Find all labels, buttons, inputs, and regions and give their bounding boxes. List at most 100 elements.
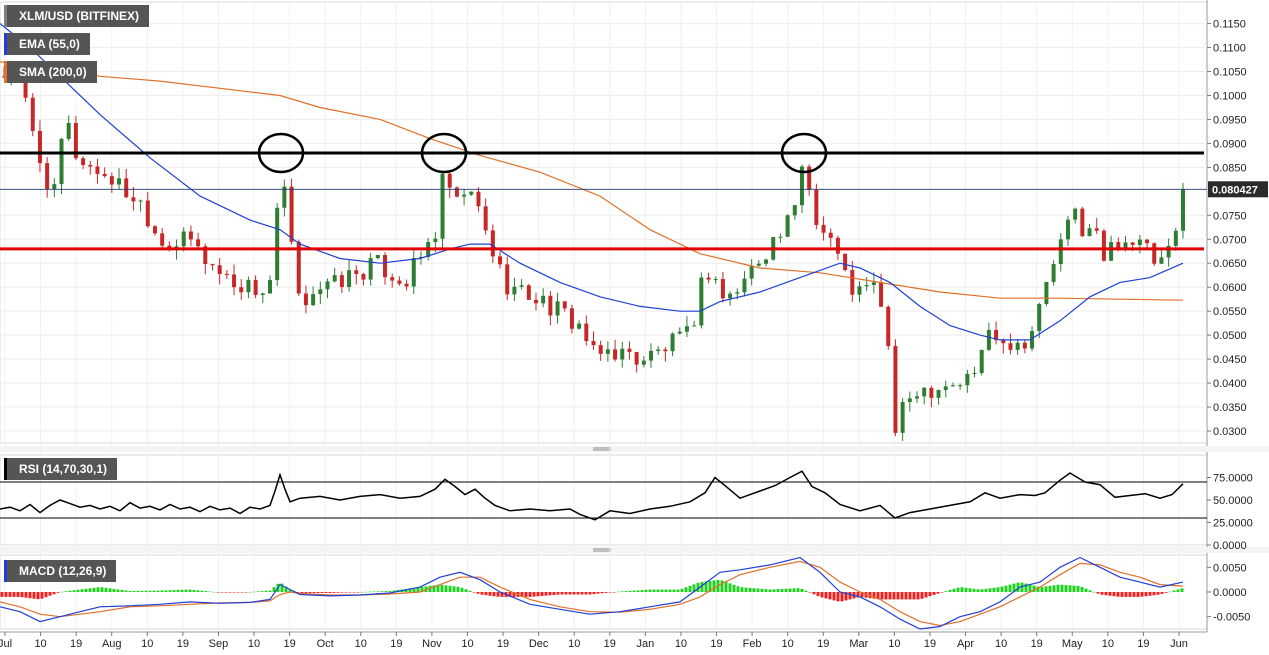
rsi-legend: RSI (14,70,30,1) — [4, 458, 118, 480]
macd-bar — [216, 592, 220, 593]
macd-histogram — [0, 579, 1184, 602]
macd-bar — [1064, 585, 1068, 592]
macd-bar — [4, 592, 8, 597]
macd-bar — [696, 582, 700, 592]
x-tick-label: 10 — [141, 638, 153, 650]
macd-bar — [528, 592, 532, 597]
candle-body — [318, 289, 323, 295]
price-pane — [0, 1, 1208, 444]
candle-body — [1159, 257, 1164, 264]
candle-body — [512, 286, 517, 295]
y-tick-label: 0.0500 — [1213, 330, 1247, 342]
macd-bar — [128, 591, 132, 592]
macd-bar — [772, 589, 776, 592]
candle-body — [677, 331, 682, 334]
candle-body — [1145, 239, 1150, 244]
candle-body — [720, 279, 725, 299]
macd-bar — [848, 592, 852, 600]
macd-bar — [1068, 585, 1072, 592]
candle-body — [490, 230, 495, 257]
macd-bar — [980, 589, 984, 592]
macd-bar — [888, 592, 892, 600]
macd-bar — [472, 592, 476, 593]
sma-legend: SMA (200,0) — [4, 61, 97, 83]
macd-legend: MACD (12,26,9) — [4, 560, 117, 582]
x-tick-label: 19 — [604, 638, 616, 650]
x-tick-label: 19 — [817, 638, 829, 650]
macd-bar — [532, 592, 536, 597]
candle-body — [526, 285, 531, 300]
macd-bar — [856, 592, 860, 598]
macd-bar — [344, 592, 348, 593]
macd-bar — [1028, 584, 1032, 592]
rsi-tick-label: 75.0000 — [1213, 473, 1253, 485]
candle-body — [1166, 245, 1171, 258]
candle-body — [742, 278, 747, 293]
candle-body — [670, 333, 675, 352]
macd-bar — [452, 586, 456, 592]
macd-bar — [768, 589, 772, 592]
x-tick-label: Sep — [209, 638, 229, 650]
candle-body — [246, 279, 251, 293]
candle-body — [45, 163, 50, 190]
macd-bar — [700, 581, 704, 592]
macd-bar — [184, 589, 188, 592]
macd-bar — [956, 587, 960, 592]
macd-bar — [752, 588, 756, 592]
macd-bar — [320, 592, 324, 593]
macd-bar — [568, 592, 572, 595]
candle-body — [943, 386, 948, 391]
macd-bar — [808, 592, 812, 593]
macd-bar — [104, 587, 108, 592]
macd-bar — [508, 592, 512, 597]
current-price-tag — [1208, 181, 1268, 198]
candle-body — [706, 277, 711, 280]
macd-bar — [364, 591, 368, 593]
macd-bar — [880, 592, 884, 600]
macd-bar — [672, 589, 676, 592]
macd-bar — [892, 592, 896, 600]
macd-bar — [616, 591, 620, 593]
macd-bar — [308, 592, 312, 593]
x-tick-label: 19 — [1031, 638, 1043, 650]
candle-body — [1109, 242, 1114, 261]
macd-bar — [1024, 583, 1028, 592]
macd-bar — [56, 592, 60, 593]
macd-bar — [180, 589, 184, 592]
y-tick-label: 0.1050 — [1213, 67, 1247, 79]
candle-body — [864, 285, 869, 287]
macd-bar — [1080, 586, 1084, 592]
macd-bar — [140, 590, 144, 592]
candle-body — [807, 166, 812, 190]
macd-bar — [1096, 592, 1100, 594]
macd-bar — [940, 592, 944, 593]
macd-bar — [1180, 588, 1184, 592]
macd-bar — [464, 589, 468, 592]
macd-bar — [468, 590, 472, 592]
macd-bar — [136, 590, 140, 592]
macd-bar — [1124, 592, 1128, 597]
candle-body — [577, 323, 582, 329]
x-tick-label: Jan — [636, 638, 654, 650]
candle-body — [994, 329, 999, 341]
macd-bar — [732, 584, 736, 592]
macd-bar — [812, 592, 816, 595]
macd-bar — [580, 592, 584, 595]
macd-bar — [712, 580, 716, 592]
candle-body — [548, 295, 553, 316]
candle-body — [102, 173, 107, 177]
macd-bar — [372, 591, 376, 593]
macd-bar — [328, 592, 332, 593]
candle-body — [239, 287, 244, 293]
macd-bar — [576, 592, 580, 595]
sma-line — [0, 61, 1184, 301]
candle-body — [541, 295, 546, 304]
candle-body — [145, 200, 150, 227]
y-tick-label: 0.0750 — [1213, 210, 1247, 222]
candle-body — [893, 346, 898, 433]
candle-body — [699, 277, 704, 326]
x-tick-label: 10 — [675, 638, 687, 650]
candle-body — [634, 351, 639, 365]
